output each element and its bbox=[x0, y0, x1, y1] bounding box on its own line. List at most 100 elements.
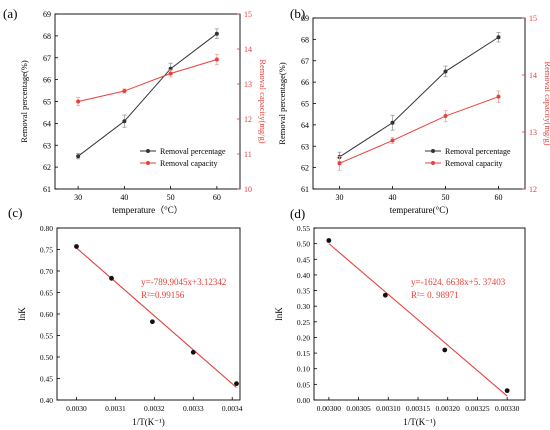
y-right-tick-label: 10 bbox=[244, 185, 252, 194]
x-tick-label: 0.0030 bbox=[66, 404, 87, 413]
data-point bbox=[168, 71, 173, 76]
y-right-tick-label: 14 bbox=[529, 71, 537, 80]
y-tick-label: 68 bbox=[43, 32, 51, 41]
series-line-0 bbox=[339, 36, 499, 158]
data-point bbox=[122, 119, 127, 124]
y-tick-label: 67 bbox=[301, 57, 309, 66]
x-tick-label: 0.00300 bbox=[317, 404, 342, 413]
data-point bbox=[76, 99, 81, 104]
chart-b: (b) 30 40 50 60 61 62 63 64 65 66 67 68 69 12 13 14 15 Rem… bbox=[277, 6, 550, 215]
y-right-tick-label: 14 bbox=[244, 45, 252, 54]
data-point bbox=[390, 138, 395, 143]
x-tick-label: 40 bbox=[389, 193, 397, 202]
y-tick-label: 0.50 bbox=[40, 353, 53, 362]
y-tick-label: 61 bbox=[301, 185, 309, 194]
fit-annotation: R²=0.99156 bbox=[141, 290, 185, 300]
data-point bbox=[76, 154, 81, 159]
y-tick-label: 64 bbox=[301, 121, 309, 130]
y-right-tick-label: 15 bbox=[529, 14, 537, 23]
data-point bbox=[390, 120, 395, 125]
y-tick-label: 65 bbox=[43, 98, 51, 107]
y-tick-label: 0.70 bbox=[40, 267, 53, 276]
x-axis-title: 1/T(K⁻¹) bbox=[403, 417, 435, 427]
x-axis-title: temperature（°C） bbox=[112, 205, 183, 215]
y-tick-label: 0.10 bbox=[297, 365, 310, 374]
data-point bbox=[504, 388, 510, 394]
y-axis-title: Removal percentage(%) bbox=[19, 60, 29, 143]
y-tick-label: 0.20 bbox=[297, 333, 310, 342]
plot-frame bbox=[313, 227, 526, 401]
series-line-1 bbox=[339, 96, 499, 164]
y-tick-label: 0.15 bbox=[297, 349, 310, 358]
legend-label: Removal capacity bbox=[445, 159, 503, 168]
chart-a: (a) 30 40 50 60 61 62 63 64 65 66 67 68 69 10 11 12 13 14 1… bbox=[3, 6, 268, 215]
x-tick-label: 0.0034 bbox=[222, 404, 243, 413]
y-right-axis-title: Removal capacity(mg/g) bbox=[543, 61, 550, 145]
data-point bbox=[109, 275, 114, 281]
x-tick-label: 30 bbox=[336, 193, 344, 202]
y-tick-label: 0.45 bbox=[40, 375, 53, 384]
x-tick-label: 30 bbox=[74, 193, 82, 202]
panel-label: (a) bbox=[3, 6, 17, 21]
data-point bbox=[442, 347, 448, 353]
data-point bbox=[496, 94, 501, 99]
plot-frame bbox=[56, 227, 241, 401]
y-tick-label: 0.50 bbox=[297, 240, 310, 249]
fit-line bbox=[328, 243, 508, 397]
y-right-tick-label: 11 bbox=[244, 150, 252, 159]
y-tick-label: 63 bbox=[301, 142, 309, 151]
data-point bbox=[234, 381, 239, 387]
x-axis-title: temperature(°C) bbox=[390, 205, 449, 215]
x-tick-label: 0.00330 bbox=[495, 404, 520, 413]
x-tick-label: 0.0033 bbox=[183, 404, 204, 413]
legend-marker bbox=[431, 161, 435, 165]
fit-line bbox=[76, 247, 237, 388]
fit-annotation: R²= 0. 98971 bbox=[411, 290, 459, 300]
y-tick-label: 66 bbox=[301, 78, 309, 87]
x-tick-label: 0.00315 bbox=[406, 404, 431, 413]
y-tick-label: 0.45 bbox=[297, 255, 310, 264]
x-tick-label: 0.00310 bbox=[376, 404, 401, 413]
x-tick-label: 0.00320 bbox=[436, 404, 461, 413]
chart-d: (d) 0.00300 0.00305 0.00310 0.00315 0.00320 0.… bbox=[274, 206, 526, 427]
x-axis-title: 1/T(K⁻¹) bbox=[132, 417, 164, 427]
y-tick-label: 0.00 bbox=[297, 396, 310, 405]
y-tick-label: 0.40 bbox=[40, 396, 53, 405]
data-point bbox=[326, 238, 332, 243]
y-tick-label: 61 bbox=[43, 185, 51, 194]
y-tick-label: 67 bbox=[43, 54, 51, 63]
series-line-0 bbox=[77, 33, 218, 157]
y-right-tick-label: 12 bbox=[244, 115, 252, 124]
x-tick-label: 0.00325 bbox=[465, 404, 490, 413]
y-tick-label: 0.05 bbox=[297, 380, 310, 389]
x-tick-label: 0.0032 bbox=[144, 404, 165, 413]
y-right-tick-label: 13 bbox=[529, 128, 537, 137]
y-tick-label: 62 bbox=[43, 163, 51, 172]
data-point bbox=[214, 31, 219, 36]
y-right-axis-title: Removal capacity(mg/g) bbox=[258, 59, 268, 143]
y-right-tick-label: 13 bbox=[244, 80, 252, 89]
panel-label: (b) bbox=[290, 6, 305, 21]
y-tick-label: 0.80 bbox=[40, 224, 53, 233]
y-tick-label: 64 bbox=[43, 119, 51, 128]
y-tick-label: 62 bbox=[301, 164, 309, 173]
y-tick-label: 0.65 bbox=[40, 289, 53, 298]
y-axis-title: Removal percentage(%) bbox=[277, 62, 287, 145]
x-tick-label: 40 bbox=[120, 193, 128, 202]
y-tick-label: 68 bbox=[301, 35, 309, 44]
panel-label: (d) bbox=[290, 206, 305, 221]
series-line-1 bbox=[78, 59, 218, 102]
legend-marker bbox=[431, 149, 435, 153]
data-point bbox=[74, 244, 79, 249]
y-tick-label: 0.55 bbox=[40, 332, 53, 341]
chart-c: (c) 0.0030 0.0031 0.0032 0.0033 0.0034 0.40 0.4… bbox=[8, 205, 243, 427]
data-point bbox=[443, 114, 448, 119]
y-tick-label: 66 bbox=[43, 76, 51, 85]
y-tick-label: 0.60 bbox=[40, 310, 53, 319]
x-tick-label: 60 bbox=[213, 193, 221, 202]
x-tick-label: 50 bbox=[442, 193, 450, 202]
data-point bbox=[496, 35, 501, 40]
y-tick-label: 0.30 bbox=[297, 302, 310, 311]
legend-marker bbox=[146, 161, 150, 165]
